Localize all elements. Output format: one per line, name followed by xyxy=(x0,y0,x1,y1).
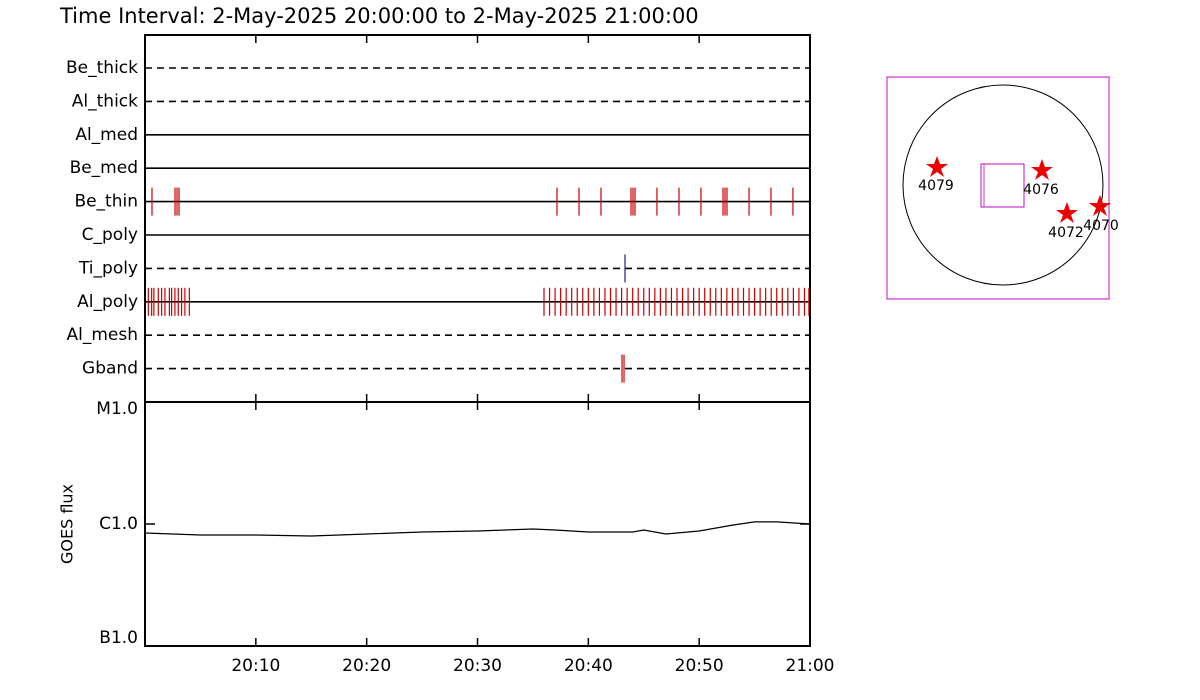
x-tick-label: 20:40 xyxy=(564,656,613,676)
row-label: Ti_poly xyxy=(78,258,138,278)
row-label: Be_thin xyxy=(74,192,138,212)
map-frame xyxy=(886,76,1110,300)
row-label: Be_thick xyxy=(66,58,138,78)
region-label: 4072 xyxy=(1048,225,1084,241)
row-label: Gband xyxy=(82,359,138,379)
timeline-frame xyxy=(144,34,811,403)
solar-disk xyxy=(902,84,1104,286)
region-star xyxy=(1031,159,1053,180)
row-label: Al_thick xyxy=(72,91,138,111)
goes-curve xyxy=(144,521,811,537)
region-label: 4070 xyxy=(1083,218,1119,234)
fov-box xyxy=(983,163,1025,208)
row-label: Al_mesh xyxy=(66,325,138,345)
y-axis-label: GOES flux xyxy=(58,484,77,564)
region-label: 4076 xyxy=(1023,182,1059,198)
row-label: C_poly xyxy=(82,225,138,245)
x-tick-label: 20:10 xyxy=(231,656,280,676)
region-label: 4079 xyxy=(918,178,954,194)
x-tick-label: 20:50 xyxy=(675,656,724,676)
goes-frame xyxy=(144,401,811,647)
row-label: Al_med xyxy=(75,125,138,145)
x-tick-label: 20:20 xyxy=(342,656,391,676)
region-star xyxy=(1089,195,1111,216)
fov-box xyxy=(980,163,1025,208)
chart-title: Time Interval: 2-May-2025 20:00:00 to 2-… xyxy=(59,4,699,28)
x-tick-label: 20:30 xyxy=(453,656,502,676)
sun-map: 4079 4076 4072 4070 xyxy=(886,76,1119,300)
y-tick-label: B1.0 xyxy=(99,628,138,648)
y-tick-label: C1.0 xyxy=(99,514,138,534)
y-tick-label: M1.0 xyxy=(96,399,138,419)
x-tick-label: 21:00 xyxy=(786,656,835,676)
region-star xyxy=(1056,202,1078,223)
row-label: Al_poly xyxy=(77,292,138,312)
row-label: Be_med xyxy=(70,158,138,178)
region-star xyxy=(926,156,948,177)
